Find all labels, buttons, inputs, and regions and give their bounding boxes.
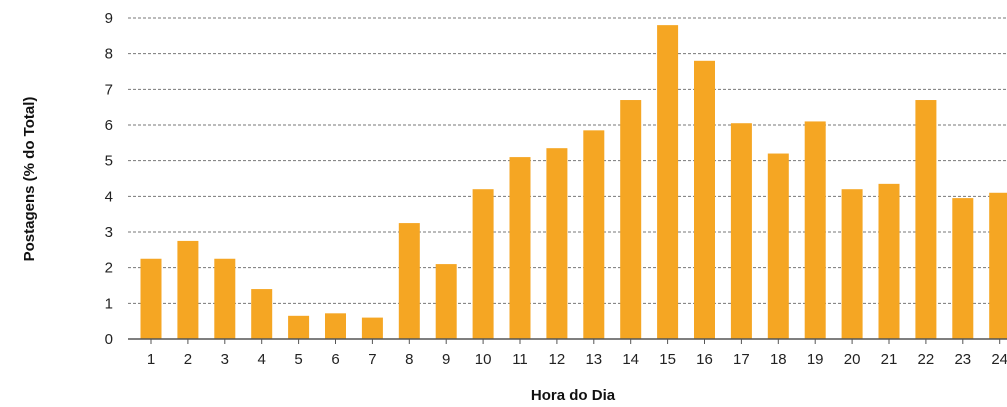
y-tick-label: 1 (105, 295, 113, 312)
bar (804, 121, 826, 339)
x-tick-label: 23 (954, 351, 971, 368)
x-tick-label: 24 (991, 351, 1007, 368)
x-tick-label: 2 (184, 351, 192, 368)
bar (177, 240, 199, 339)
y-tick-label: 4 (105, 188, 113, 205)
y-tick-label: 8 (105, 46, 113, 63)
y-tick-label: 6 (105, 117, 113, 134)
x-tick-label: 7 (368, 351, 376, 368)
bar (767, 153, 789, 339)
x-tick-label: 13 (585, 351, 602, 368)
x-tick-label: 4 (258, 351, 266, 368)
y-tick-label: 5 (105, 153, 113, 170)
bar (620, 100, 642, 340)
x-tick-label: 12 (549, 351, 566, 368)
bar (472, 189, 494, 339)
y-tick-label: 2 (105, 260, 113, 277)
x-tick-label: 16 (696, 351, 713, 368)
x-tick-label: 17 (733, 351, 750, 368)
bar (251, 289, 273, 339)
bar (325, 313, 346, 339)
y-axis-ticks: 0 1 2 3 4 5 6 7 8 9 (105, 10, 113, 348)
bar (546, 148, 568, 339)
bar (509, 157, 531, 339)
y-tick-label: 9 (105, 10, 113, 27)
y-tick-label: 0 (105, 331, 113, 348)
x-tick-label: 1 (147, 351, 155, 368)
bar (657, 25, 679, 340)
bar (841, 189, 863, 339)
bar (583, 130, 605, 339)
y-tick-label: 3 (105, 224, 113, 241)
x-tick-label: 14 (622, 351, 639, 368)
x-tick-label: 11 (512, 351, 528, 368)
x-tick-label: 5 (294, 351, 302, 368)
x-axis-title: Hora do Dia (531, 387, 616, 404)
bar (878, 183, 900, 339)
x-tick-label: 15 (659, 351, 676, 368)
x-tick-label: 10 (475, 351, 492, 368)
y-tick-label: 7 (105, 81, 113, 98)
x-axis-ticks: 1 2 3 4 5 6 7 8 9 10 11 12 13 14 15 16 17 18 19 20 21 22 23 24 (147, 339, 1007, 368)
bar (288, 315, 310, 339)
x-tick-label: 8 (405, 351, 413, 368)
x-tick-label: 22 (918, 351, 935, 368)
x-tick-label: 20 (844, 351, 861, 368)
x-tick-label: 9 (442, 351, 450, 368)
x-tick-label: 19 (807, 351, 824, 368)
x-tick-label: 6 (331, 351, 339, 368)
bar (435, 264, 457, 339)
bar (730, 123, 752, 339)
bar (361, 317, 383, 339)
bar (694, 60, 715, 340)
x-tick-label: 3 (221, 351, 229, 368)
bar (214, 258, 236, 339)
bars (140, 25, 1007, 340)
bar (140, 258, 162, 339)
gridlines (128, 17, 1007, 304)
bar (952, 198, 974, 339)
bar (398, 223, 420, 339)
y-axis-title: Postagens (% do Total) (21, 97, 38, 262)
x-tick-label: 21 (881, 351, 898, 368)
bar (915, 100, 937, 340)
bar (989, 192, 1007, 339)
x-tick-label: 18 (770, 351, 787, 368)
